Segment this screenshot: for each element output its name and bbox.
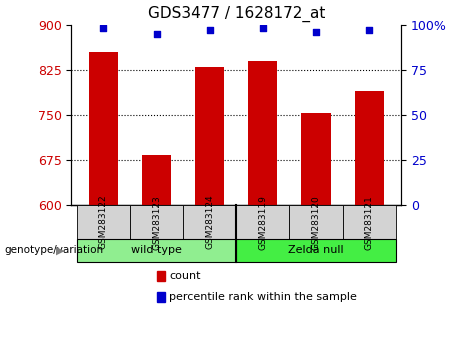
Text: Zelda null: Zelda null [288,245,344,256]
Bar [355,91,384,205]
Text: count: count [170,271,201,281]
Text: GSM283124: GSM283124 [205,195,214,250]
Point [206,27,213,33]
Bar [248,61,278,205]
Text: percentile rank within the sample: percentile rank within the sample [170,292,357,302]
Text: genotype/variation: genotype/variation [5,245,104,256]
Text: GSM283121: GSM283121 [365,195,374,250]
Point [312,29,319,35]
Text: wild type: wild type [131,245,182,256]
Point [259,25,266,31]
Bar [89,52,118,205]
Title: GDS3477 / 1628172_at: GDS3477 / 1628172_at [148,6,325,22]
Text: GSM283120: GSM283120 [312,195,320,250]
Text: GSM283123: GSM283123 [152,195,161,250]
Text: ▶: ▶ [56,245,64,256]
Point [366,27,373,33]
Bar [195,67,225,205]
Text: GSM283122: GSM283122 [99,195,108,250]
Point [153,31,160,37]
Bar [142,155,171,205]
Point [100,25,107,31]
Bar [301,113,331,205]
Text: GSM283119: GSM283119 [258,195,267,250]
